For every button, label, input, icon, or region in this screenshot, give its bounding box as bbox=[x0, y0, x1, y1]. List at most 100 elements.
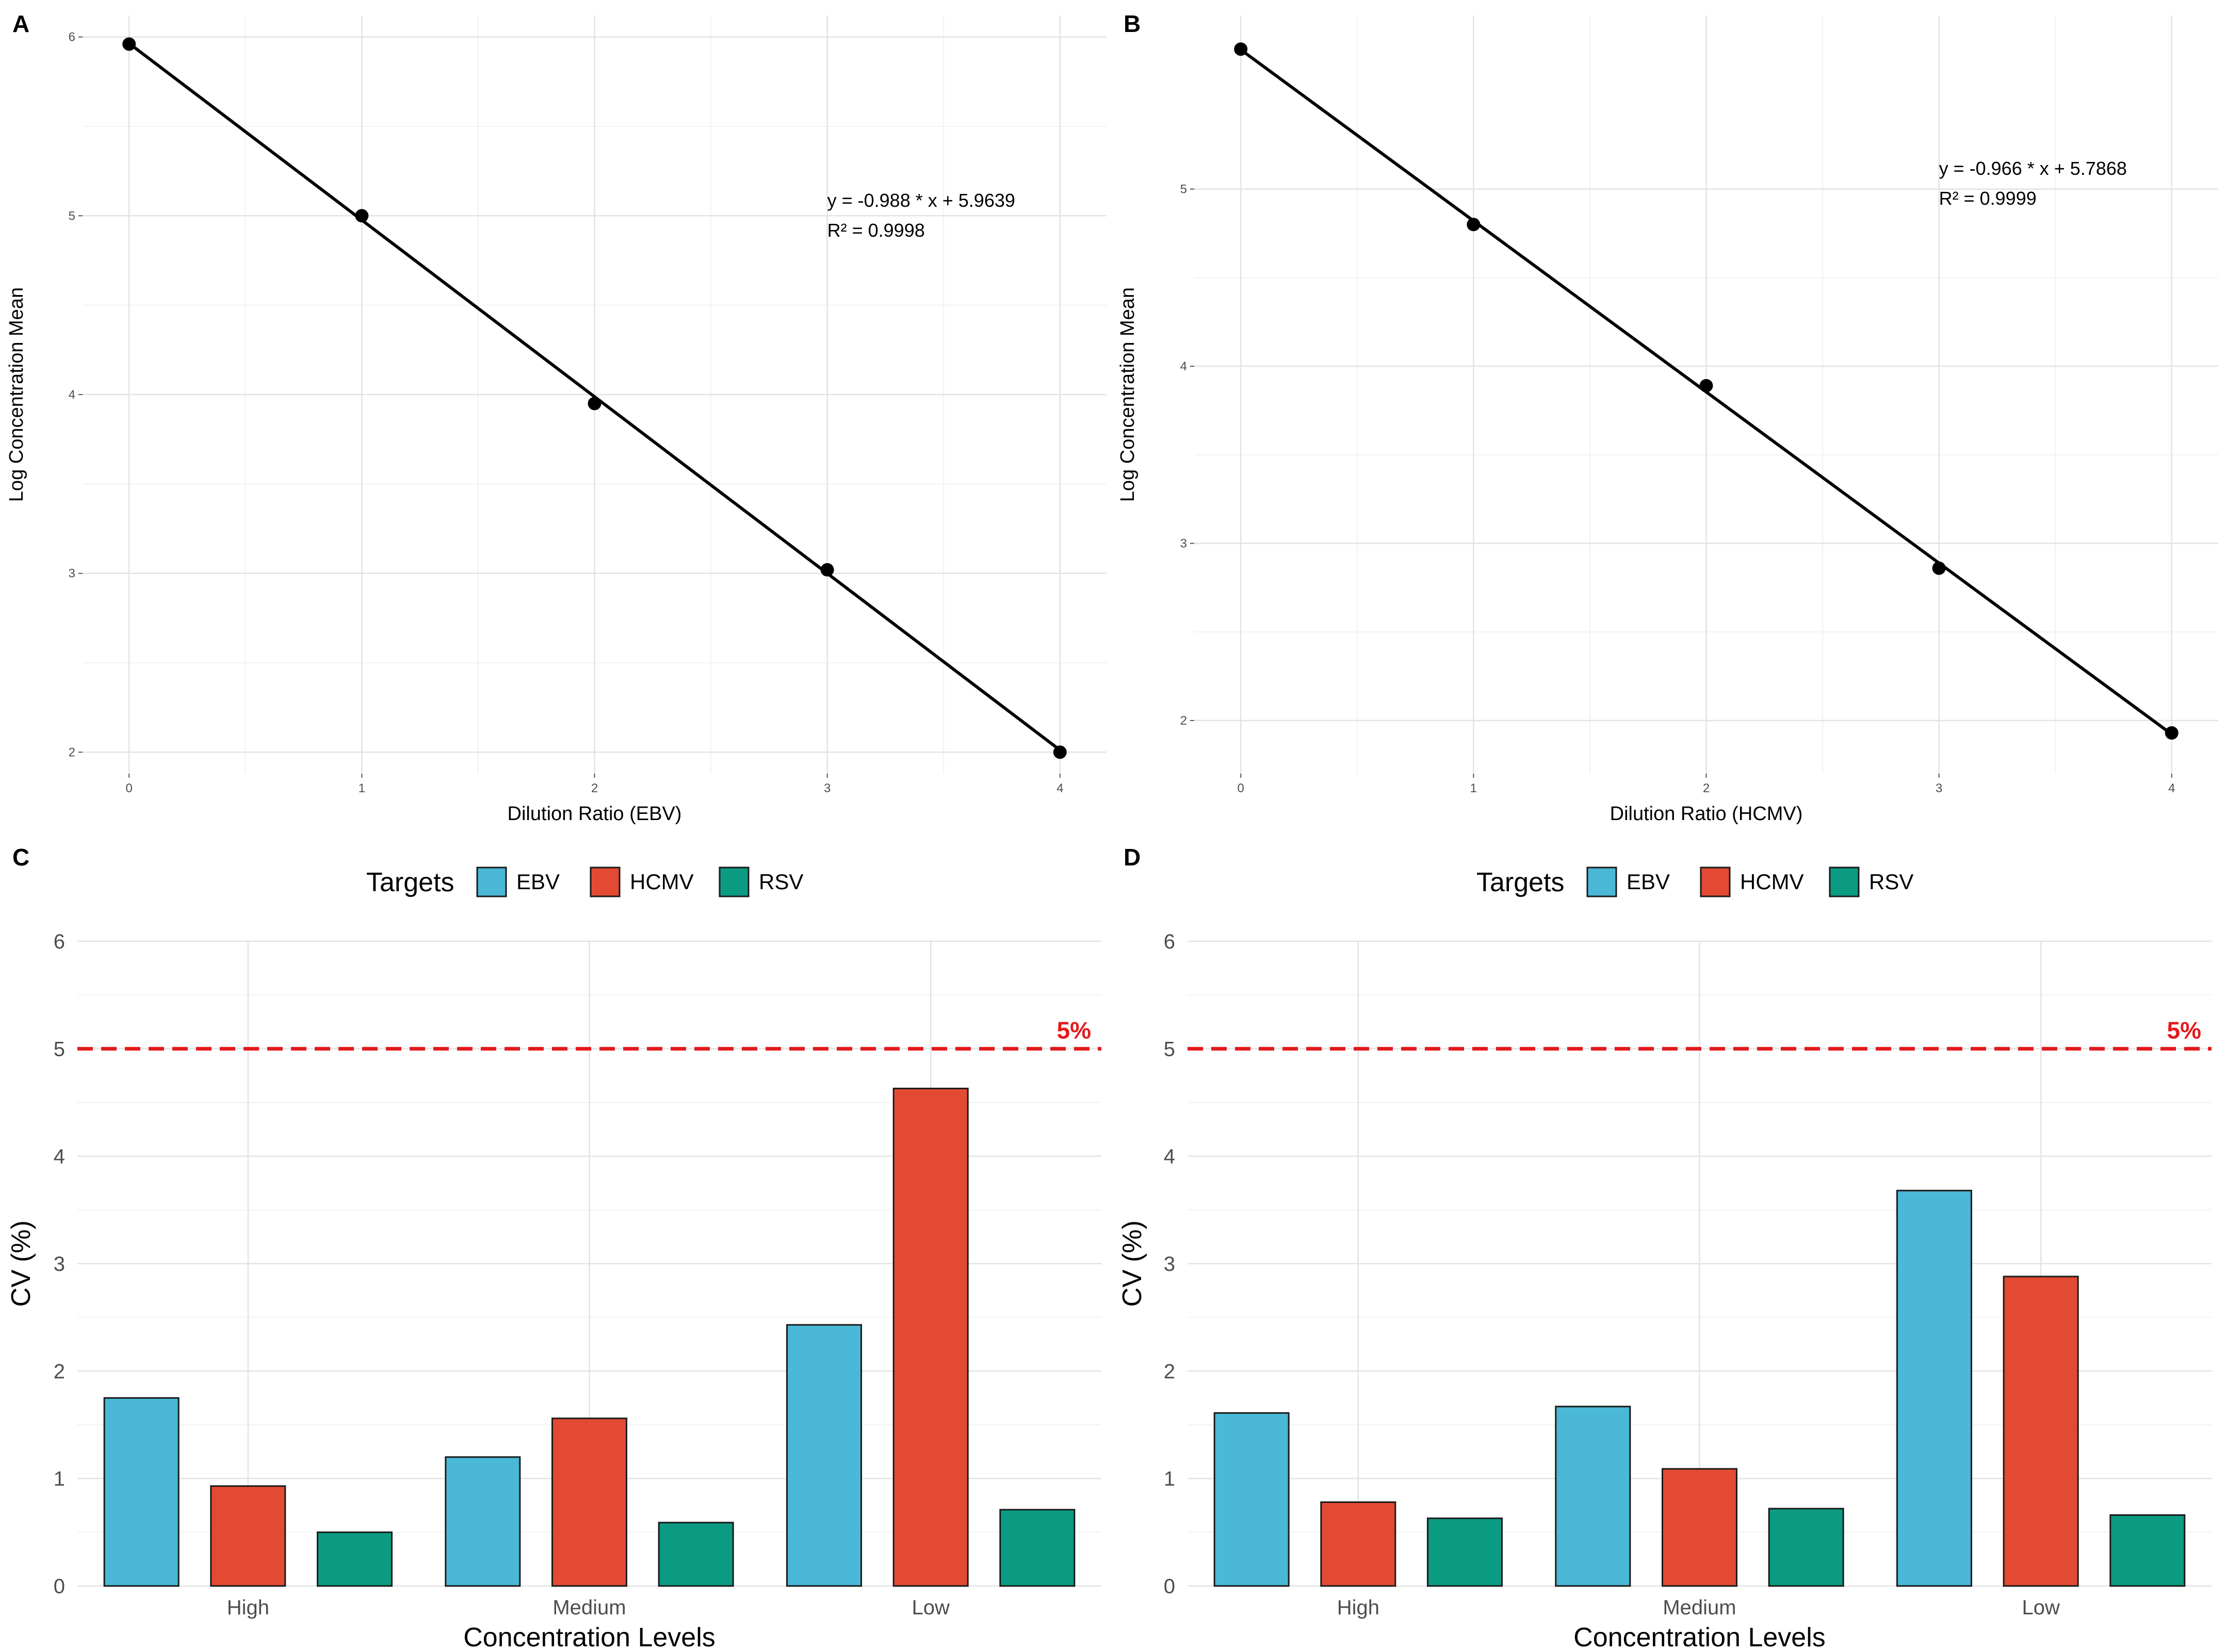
x-tick-label: 4 bbox=[2168, 781, 2175, 795]
legend-swatch-rsv bbox=[1829, 866, 1860, 897]
data-point bbox=[2165, 726, 2179, 740]
legend-label-hcmv: HCMV bbox=[1740, 870, 1804, 894]
data-point bbox=[1699, 379, 1713, 392]
threshold-label: 5% bbox=[1057, 1017, 1091, 1043]
x-tick-label: High bbox=[1337, 1596, 1379, 1619]
y-tick-label: 1 bbox=[1164, 1468, 1175, 1491]
y-tick-label: 3 bbox=[54, 1253, 65, 1275]
legend-swatch-ebv bbox=[476, 866, 507, 897]
x-axis-title: Concentration Levels bbox=[463, 1623, 716, 1652]
x-tick-label: 0 bbox=[126, 781, 133, 795]
y-tick-label: 6 bbox=[69, 30, 75, 44]
data-point bbox=[355, 209, 369, 223]
x-tick-label: 2 bbox=[591, 781, 598, 795]
bar-rsv bbox=[658, 1522, 734, 1587]
bar-rsv bbox=[317, 1531, 393, 1587]
legend-swatch-ebv bbox=[1586, 866, 1617, 897]
y-tick-label: 6 bbox=[54, 930, 65, 953]
panel-label-b: B bbox=[1124, 10, 1141, 37]
bar-hcmv bbox=[1320, 1501, 1396, 1587]
x-tick-label: 2 bbox=[1703, 781, 1710, 795]
x-tick-label: 1 bbox=[1470, 781, 1477, 795]
panel-label-d: D bbox=[1124, 844, 1141, 871]
data-point bbox=[588, 397, 602, 411]
x-tick-label: Medium bbox=[1663, 1596, 1736, 1619]
y-tick-label: 5 bbox=[69, 209, 75, 223]
y-tick-label: 2 bbox=[54, 1360, 65, 1383]
panel-c-cv-bar-chart: 0 1 2 3 4 5 6 High Medium Low 5% Targets EBV HCMV RSV C… bbox=[6, 866, 1101, 1652]
legend-swatch-rsv bbox=[719, 866, 750, 897]
legend-label-hcmv: HCMV bbox=[630, 870, 694, 894]
y-axis-title: Log Concentration Mean bbox=[1117, 287, 1139, 502]
bar-hcmv bbox=[210, 1485, 286, 1587]
y-axis-title: CV (%) bbox=[6, 1220, 36, 1307]
y-tick-label: 6 bbox=[1164, 930, 1175, 953]
data-point bbox=[1932, 561, 1946, 575]
equation-label: y = -0.988 * x + 5.9639 bbox=[827, 190, 1015, 211]
bar-rsv bbox=[1768, 1508, 1844, 1587]
data-point bbox=[1234, 42, 1248, 56]
bar-hcmv bbox=[551, 1417, 627, 1587]
y-tick-label: 0 bbox=[1164, 1575, 1175, 1598]
panel-label-c: C bbox=[12, 844, 29, 871]
bar-ebv bbox=[1213, 1412, 1290, 1587]
x-tick-label: Low bbox=[2022, 1596, 2059, 1619]
y-tick-label: 3 bbox=[1180, 537, 1187, 551]
y-tick-label: 5 bbox=[1180, 183, 1187, 197]
panel-d-cv-bar-chart: 0 1 2 3 4 5 6 High Medium Low 5% Targets EBV HCMV RSV C… bbox=[1117, 866, 2212, 1652]
legend-label-ebv: EBV bbox=[516, 870, 560, 894]
x-axis-title: Concentration Levels bbox=[1573, 1623, 1826, 1652]
equation-label: y = -0.966 * x + 5.7868 bbox=[1939, 158, 2127, 179]
y-tick-label: 3 bbox=[1164, 1253, 1175, 1275]
bar-ebv bbox=[1896, 1189, 1972, 1587]
y-tick-label: 5 bbox=[1164, 1038, 1175, 1060]
legend-swatch-hcmv bbox=[590, 866, 621, 897]
bar-rsv bbox=[2109, 1514, 2186, 1587]
data-point bbox=[122, 37, 136, 51]
legend-label-rsv: RSV bbox=[759, 870, 803, 894]
data-point bbox=[820, 563, 834, 577]
y-tick-label: 2 bbox=[69, 745, 75, 759]
y-tick-label: 0 bbox=[54, 1575, 65, 1598]
bar-ebv bbox=[103, 1397, 180, 1587]
y-tick-label: 4 bbox=[54, 1146, 65, 1168]
y-tick-label: 1 bbox=[54, 1468, 65, 1491]
bar-ebv bbox=[1555, 1405, 1631, 1587]
r-squared-label: R² = 0.9998 bbox=[827, 220, 925, 241]
x-tick-label: 1 bbox=[359, 781, 365, 795]
legend-swatch-hcmv bbox=[1700, 866, 1731, 897]
x-tick-label: 3 bbox=[824, 781, 831, 795]
bar-hcmv bbox=[1662, 1468, 1737, 1587]
bar-ebv bbox=[445, 1456, 521, 1587]
panel-a-regression-ebv: 0 1 2 3 4 2 3 4 5 6 y = -0.988 * x + 5.9639 R² = 0.… bbox=[6, 15, 1107, 825]
y-tick-label: 4 bbox=[1180, 359, 1187, 373]
panel-label-a: A bbox=[12, 10, 29, 37]
threshold-label: 5% bbox=[2167, 1017, 2201, 1043]
bar-hcmv bbox=[892, 1087, 969, 1587]
bar-hcmv bbox=[2003, 1275, 2079, 1587]
y-tick-label: 2 bbox=[1180, 714, 1187, 728]
y-tick-label: 4 bbox=[1164, 1146, 1175, 1168]
panel-b-regression-hcmv: 0 1 2 3 4 2 3 4 5 y = -0.966 * x + 5.7868 R² = 0.9… bbox=[1117, 15, 2218, 825]
x-tick-label: Medium bbox=[552, 1596, 626, 1619]
y-tick-label: 3 bbox=[69, 567, 75, 581]
r-squared-label: R² = 0.9999 bbox=[1939, 188, 2037, 209]
x-tick-label: 0 bbox=[1238, 781, 1244, 795]
legend-label-rsv: RSV bbox=[1869, 870, 1913, 894]
x-axis-title: Dilution Ratio (HCMV) bbox=[1610, 803, 1803, 825]
regression-line bbox=[127, 42, 1062, 752]
y-axis-title: CV (%) bbox=[1117, 1220, 1147, 1307]
y-tick-label: 5 bbox=[54, 1038, 65, 1060]
x-tick-label: 4 bbox=[1056, 781, 1063, 795]
bar-ebv bbox=[786, 1324, 862, 1587]
legend-label-ebv: EBV bbox=[1627, 870, 1670, 894]
legend-title: Targets bbox=[366, 868, 454, 897]
data-point bbox=[1053, 745, 1067, 759]
legend-title: Targets bbox=[1476, 868, 1565, 897]
y-tick-label: 4 bbox=[69, 388, 75, 402]
x-tick-label: Low bbox=[912, 1596, 949, 1619]
data-point bbox=[1467, 218, 1481, 232]
x-axis-title: Dilution Ratio (EBV) bbox=[508, 803, 682, 825]
